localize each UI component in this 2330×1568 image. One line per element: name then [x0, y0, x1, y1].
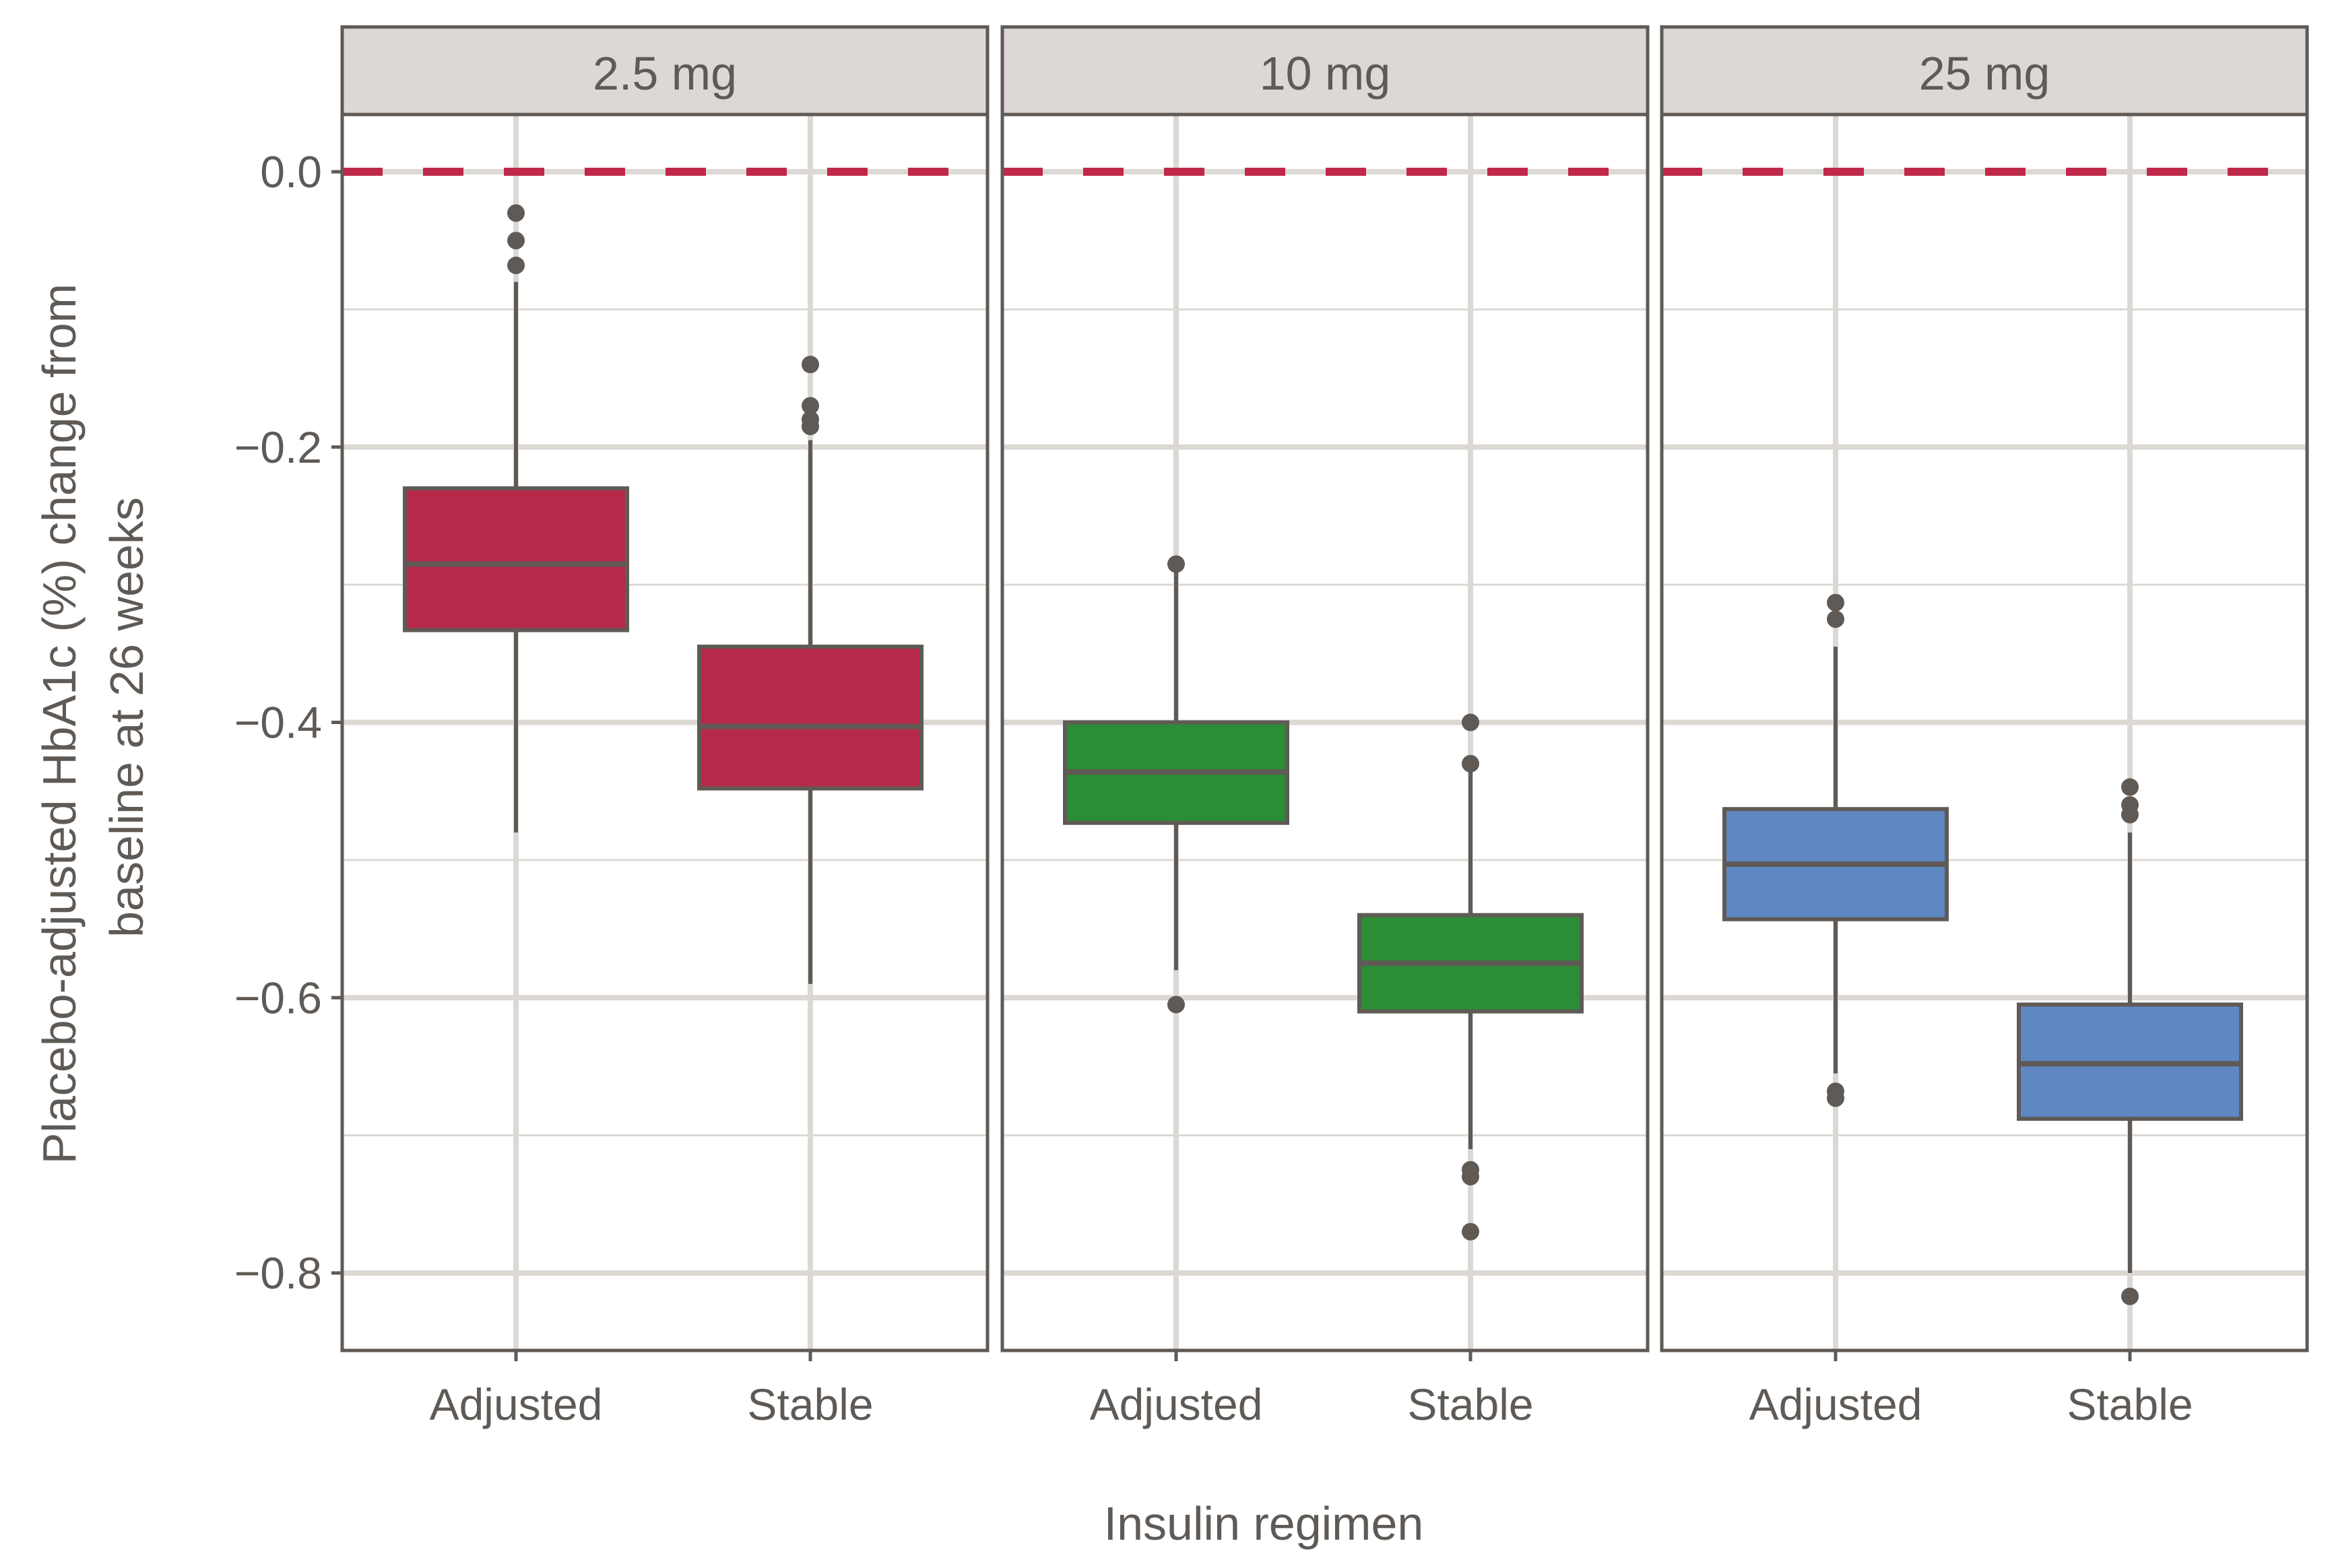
- x-tick-label: Adjusted: [430, 1379, 603, 1429]
- panel-2: 10 mg: [1000, 25, 1650, 1352]
- panel-strip: [1660, 25, 2309, 117]
- outlier-point: [802, 397, 819, 415]
- y-axis-title-line-1: Placebo-adjusted HbA1c (%) change from: [33, 284, 86, 1164]
- panel-strip: [340, 25, 990, 117]
- outlier-point: [1167, 995, 1185, 1014]
- x-axis: Adjusted Stable Adjusted Stable Adjusted Stab…: [430, 1350, 2193, 1429]
- x-tick-label: Adjusted: [1749, 1379, 1922, 1429]
- box-iqr: [697, 645, 924, 791]
- x-tick-label: Stable: [2067, 1379, 2193, 1429]
- outlier-point: [1462, 754, 1479, 773]
- y-tick-label: −0.2: [234, 422, 322, 472]
- outlier-point: [1827, 610, 1844, 628]
- outlier-point: [1462, 1222, 1479, 1241]
- box-iqr: [403, 486, 629, 632]
- box-stable: [697, 356, 924, 984]
- y-axis-title-line-2: baseline at 26 weeks: [100, 497, 153, 938]
- outlier-point: [1167, 555, 1185, 573]
- x-tick-label: Stable: [1407, 1379, 1533, 1429]
- box-stable: [2017, 778, 2243, 1305]
- panel-strip-label: 2.5 mg: [593, 47, 737, 100]
- outlier-point: [1462, 713, 1479, 731]
- outlier-point: [1827, 593, 1844, 612]
- panel-3: 25 mg: [1660, 25, 2309, 1352]
- panel-1: 2.5 mg: [340, 25, 990, 1352]
- outlier-point: [802, 356, 819, 374]
- outlier-point: [2121, 1287, 2139, 1305]
- x-tick-label: Stable: [747, 1379, 873, 1429]
- panel-border: [340, 112, 990, 1352]
- outlier-point: [1827, 1089, 1844, 1107]
- panel-strip-label: 10 mg: [1260, 47, 1391, 100]
- panels-layer: 2.5 mg 10 mg 25 mg: [340, 25, 2309, 1352]
- box-adjusted: [1063, 555, 1289, 1014]
- box-stable: [1357, 713, 1584, 1241]
- outlier-point: [507, 256, 525, 274]
- y-tick-label: −0.6: [234, 973, 322, 1022]
- x-axis-title: Insulin regimen: [1104, 1497, 1424, 1550]
- outlier-point: [507, 204, 525, 222]
- panel-border: [1660, 112, 2309, 1352]
- outlier-point: [1462, 1167, 1479, 1185]
- panel-strip-label: 25 mg: [1919, 47, 2050, 100]
- panel-border: [1000, 112, 1650, 1352]
- y-tick-label: 0.0: [260, 147, 322, 197]
- outlier-point: [507, 232, 525, 250]
- y-tick-label: −0.4: [234, 698, 322, 748]
- outlier-point: [2121, 806, 2139, 824]
- x-tick-label: Adjusted: [1090, 1379, 1263, 1429]
- panel-background: [1662, 115, 2307, 1350]
- y-axis-title: Placebo-adjusted HbA1c (%) change from b…: [33, 271, 153, 1165]
- outlier-point: [802, 418, 819, 436]
- box-adjusted: [403, 204, 629, 832]
- y-axis: 0.0 −0.2 −0.4 −0.6 −0.8: [234, 147, 342, 1298]
- box-adjusted: [1722, 593, 1949, 1107]
- y-tick-label: −0.8: [234, 1248, 322, 1298]
- outlier-point: [2121, 778, 2139, 796]
